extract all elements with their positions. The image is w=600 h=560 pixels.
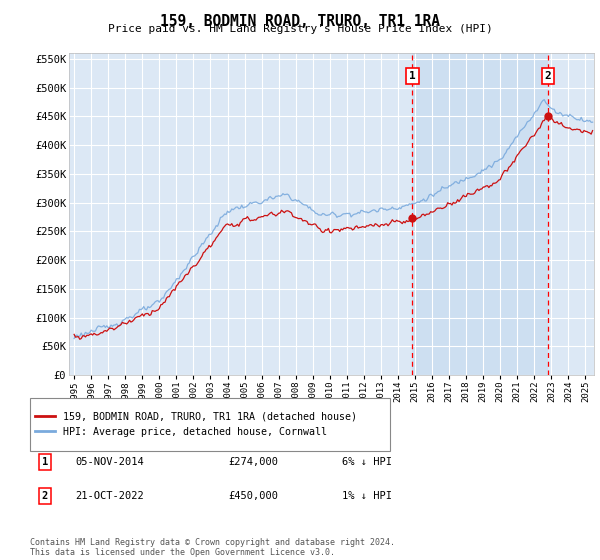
FancyBboxPatch shape: [30, 398, 390, 451]
Text: 1: 1: [409, 71, 416, 81]
Bar: [412, 53, 548, 375]
Text: 2: 2: [42, 491, 48, 501]
Text: 2: 2: [545, 71, 551, 81]
Text: 1% ↓ HPI: 1% ↓ HPI: [342, 491, 392, 501]
Text: 21-OCT-2022: 21-OCT-2022: [75, 491, 144, 501]
Text: 1: 1: [42, 457, 48, 467]
Text: 05-NOV-2014: 05-NOV-2014: [75, 457, 144, 467]
Text: Contains HM Land Registry data © Crown copyright and database right 2024.
This d: Contains HM Land Registry data © Crown c…: [30, 538, 395, 557]
Legend: 159, BODMIN ROAD, TRURO, TR1 1RA (detached house), HPI: Average price, detached : 159, BODMIN ROAD, TRURO, TR1 1RA (detach…: [31, 408, 361, 441]
Text: 6% ↓ HPI: 6% ↓ HPI: [342, 457, 392, 467]
Text: £450,000: £450,000: [228, 491, 278, 501]
Text: £274,000: £274,000: [228, 457, 278, 467]
Text: Price paid vs. HM Land Registry's House Price Index (HPI): Price paid vs. HM Land Registry's House …: [107, 24, 493, 34]
Text: 159, BODMIN ROAD, TRURO, TR1 1RA: 159, BODMIN ROAD, TRURO, TR1 1RA: [160, 14, 440, 29]
